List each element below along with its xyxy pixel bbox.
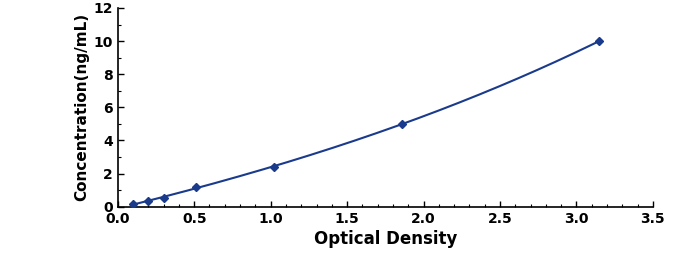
Y-axis label: Concentration(ng/mL): Concentration(ng/mL) (74, 13, 90, 201)
X-axis label: Optical Density: Optical Density (314, 230, 457, 248)
